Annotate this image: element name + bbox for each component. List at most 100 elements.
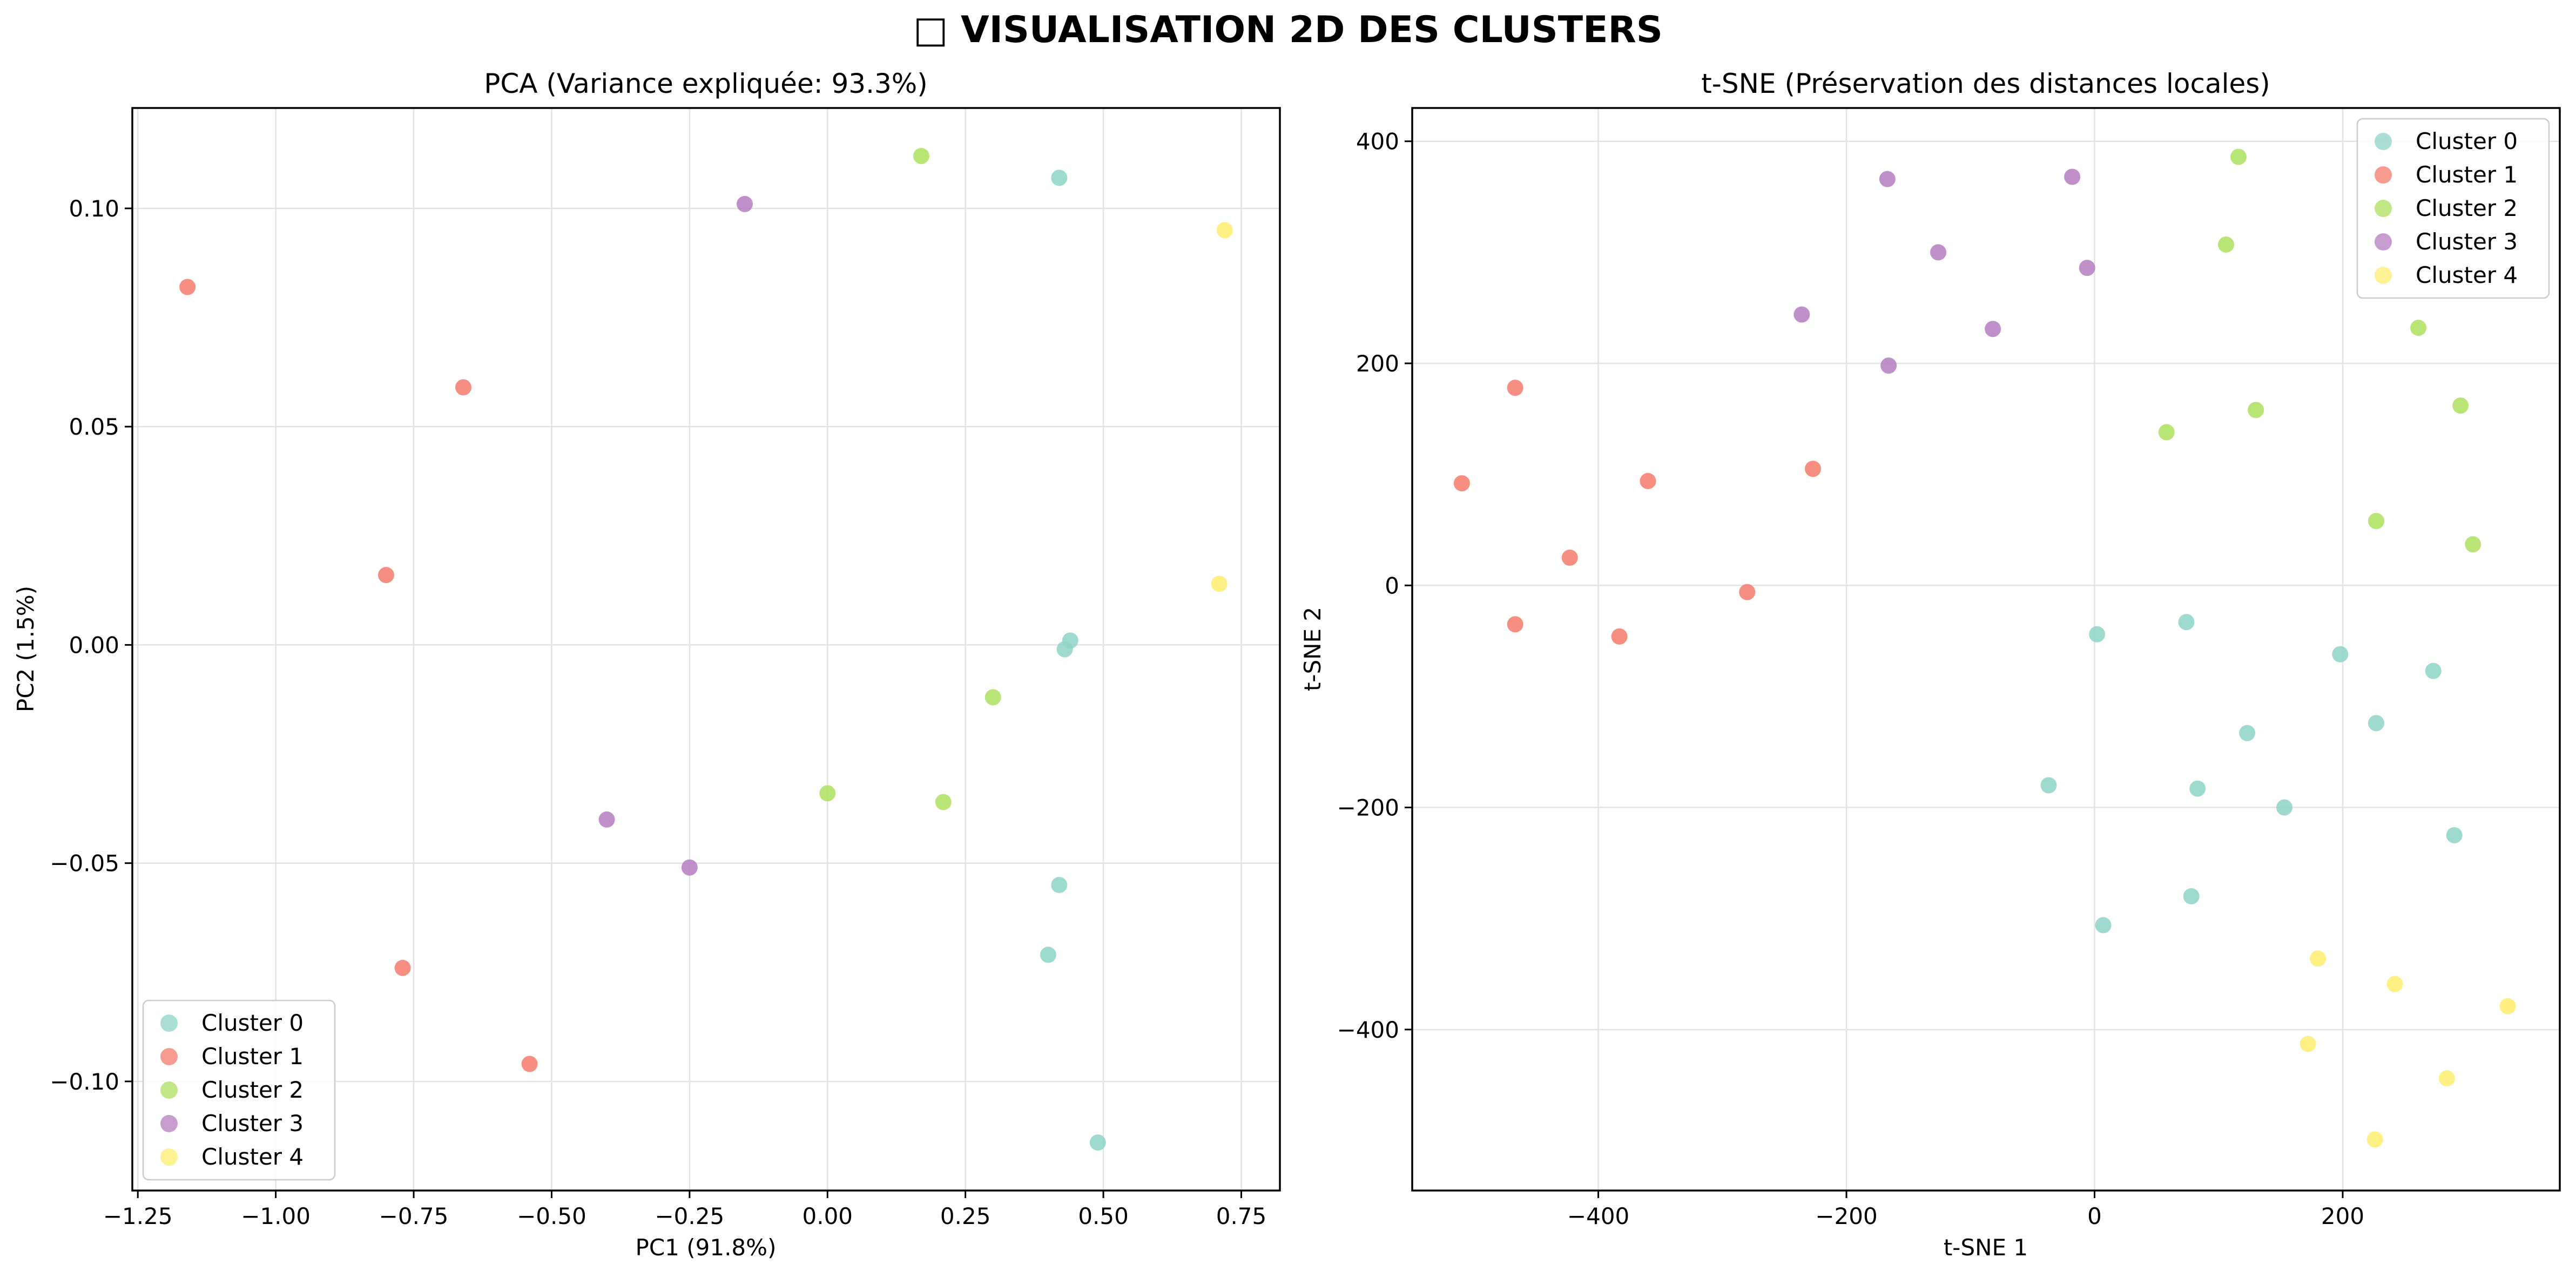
pca-legend-label-cluster-2: Cluster 2 [201, 1077, 304, 1103]
tsne-ytick-label: 400 [1356, 129, 1399, 155]
tsne-point-cluster-4 [2366, 1131, 2383, 1148]
pca-grid [132, 108, 1280, 1191]
pca-point-cluster-2 [819, 785, 836, 802]
pca-point-cluster-1 [455, 379, 471, 396]
pca-xtick-label: −1.25 [103, 1203, 173, 1229]
tsne-point-cluster-0 [2189, 780, 2206, 797]
tsne-point-cluster-1 [1507, 616, 1523, 633]
tsne-point-cluster-0 [2089, 626, 2106, 643]
tsne-plot-frame [1411, 107, 2561, 1192]
pca-point-cluster-2 [913, 147, 929, 164]
tsne-point-cluster-2 [2410, 320, 2427, 336]
tsne-point-cluster-3 [2079, 260, 2095, 276]
pca-chart: PCA (Variance expliquée: 93.3%) −1.25 −1.… [12, 68, 1281, 1261]
tsne-point-cluster-1 [1507, 380, 1523, 396]
tsne-point-cluster-1 [1739, 584, 1756, 600]
pca-point-cluster-4 [1211, 576, 1228, 592]
tsne-legend-marker-cluster-2 [2375, 200, 2392, 217]
tsne-point-cluster-4 [2310, 950, 2327, 967]
tsne-point-cluster-0 [2095, 917, 2112, 934]
pca-ticks: −1.25 −1.00 −0.75 −0.50 −0.25 0.00 0.25 0.50 0.7… [50, 195, 1266, 1229]
tsne-point-cluster-3 [1880, 357, 1897, 374]
pca-legend-label-cluster-3: Cluster 3 [201, 1110, 304, 1137]
tsne-point-cluster-1 [1561, 549, 1578, 566]
pca-point-cluster-3 [737, 195, 753, 212]
pca-xtick-label: −1.00 [241, 1203, 311, 1229]
pca-xtick-label: 0.25 [940, 1203, 991, 1229]
tsne-legend-label-cluster-2: Cluster 2 [2416, 195, 2518, 221]
pca-legend-label-cluster-1: Cluster 1 [201, 1043, 304, 1070]
pca-point-cluster-0 [1051, 877, 1068, 894]
pca-points [179, 147, 1233, 1151]
pca-point-cluster-2 [984, 689, 1001, 706]
pca-point-cluster-3 [598, 811, 615, 828]
tsne-point-cluster-0 [2446, 827, 2463, 843]
tsne-point-cluster-1 [1611, 628, 1628, 645]
tsne-point-cluster-3 [1930, 244, 1947, 261]
tsne-grid [1412, 108, 2560, 1191]
tsne-point-cluster-4 [2438, 1070, 2455, 1087]
tsne-point-cluster-1 [1805, 461, 1822, 477]
pca-ytick-label: −0.10 [50, 1069, 119, 1095]
tsne-point-cluster-4 [2386, 976, 2403, 992]
pca-legend-marker-cluster-2 [160, 1081, 178, 1099]
tsne-legend-label-cluster-0: Cluster 0 [2416, 128, 2518, 154]
pca-xtick-label: −0.75 [379, 1203, 449, 1229]
pca-xtick-label: −0.50 [517, 1203, 586, 1229]
tsne-point-cluster-2 [2368, 512, 2384, 529]
pca-ylabel: PC2 (1.5%) [12, 586, 39, 712]
pca-point-cluster-1 [377, 567, 394, 584]
pca-ytick-label: −0.05 [50, 850, 119, 877]
tsne-point-cluster-2 [2230, 148, 2247, 165]
tsne-legend: Cluster 0 Cluster 1 Cluster 2 Cluster 3 Clus… [2356, 118, 2550, 299]
tsne-legend-marker-cluster-4 [2375, 267, 2392, 284]
tsne-point-cluster-3 [1879, 171, 1896, 187]
tsne-point-cluster-3 [1793, 306, 1810, 323]
tsne-legend-label-cluster-4: Cluster 4 [2416, 262, 2518, 288]
tsne-xtick-label: −400 [1567, 1203, 1629, 1229]
tsne-point-cluster-0 [2040, 777, 2057, 794]
pca-legend-marker-cluster-4 [160, 1148, 178, 1166]
tsne-ytick-label: 200 [1356, 350, 1399, 377]
pca-legend-marker-cluster-1 [160, 1048, 178, 1065]
tsne-point-cluster-2 [2465, 536, 2481, 553]
tsne-point-cluster-0 [2239, 725, 2256, 741]
pca-legend-label-cluster-0: Cluster 0 [201, 1010, 304, 1036]
tsne-points [1453, 148, 2516, 1148]
tsne-point-cluster-3 [2064, 168, 2081, 185]
tsne-point-cluster-0 [2332, 646, 2349, 662]
pca-xtick-label: −0.25 [655, 1203, 724, 1229]
tsne-point-cluster-4 [2499, 998, 2516, 1015]
pca-xtick-label: 0.75 [1216, 1203, 1267, 1229]
pca-legend-marker-cluster-3 [160, 1115, 178, 1132]
tsne-ytick-label: 0 [1385, 572, 1399, 599]
tsne-legend-marker-cluster-3 [2375, 233, 2392, 251]
pca-ytick-label: 0.00 [69, 632, 119, 658]
pca-ytick-label: 0.05 [69, 414, 119, 440]
pca-plot-frame [131, 107, 1281, 1192]
tsne-xtick-label: −200 [1815, 1203, 1877, 1229]
pca-point-cluster-1 [521, 1056, 538, 1072]
pca-title: PCA (Variance expliquée: 93.3%) [484, 68, 928, 99]
tsne-title: t-SNE (Préservation des distances locale… [1701, 68, 2270, 99]
pca-legend-box [142, 999, 336, 1181]
tsne-xlabel: t-SNE 1 [1944, 1234, 2028, 1261]
pca-point-cluster-0 [1040, 946, 1056, 963]
tsne-point-cluster-2 [2248, 402, 2264, 418]
tsne-point-cluster-0 [2276, 799, 2292, 816]
tsne-legend-label-cluster-1: Cluster 1 [2416, 161, 2518, 188]
tsne-point-cluster-0 [2183, 888, 2200, 905]
tsne-legend-label-cluster-3: Cluster 3 [2416, 228, 2518, 255]
tsne-point-cluster-2 [2218, 236, 2235, 253]
tsne-ticks: −400 −200 0 200 −400 −200 0 200 400 [1337, 129, 2364, 1229]
pca-ytick-label: 0.10 [69, 195, 119, 222]
tsne-point-cluster-2 [2452, 397, 2469, 414]
pca-legend-marker-cluster-0 [160, 1015, 178, 1032]
pca-point-cluster-1 [179, 279, 196, 295]
tsne-point-cluster-4 [2299, 1036, 2316, 1052]
tsne-legend-marker-cluster-0 [2375, 133, 2392, 150]
pca-xlabel: PC1 (91.8%) [636, 1234, 777, 1261]
tsne-legend-marker-cluster-1 [2375, 166, 2392, 184]
pca-point-cluster-2 [935, 794, 952, 810]
